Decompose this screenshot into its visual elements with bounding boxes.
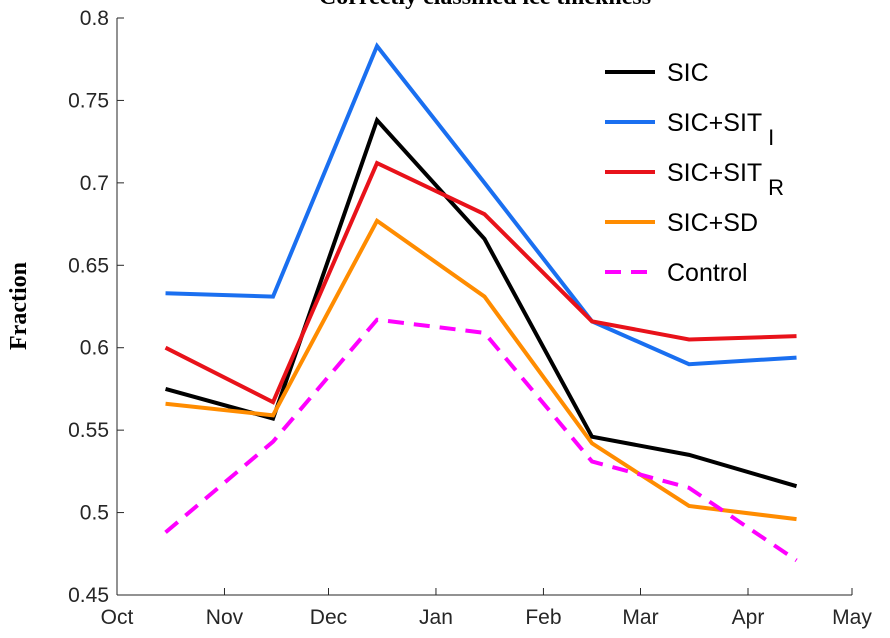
y-tick-label: 0.55 [68, 419, 109, 442]
series-line [165, 116, 798, 489]
legend-label: SIC+SITI [667, 109, 774, 150]
legend-label: SIC+SD [667, 209, 758, 237]
legend-label: Control [667, 259, 748, 287]
series-line [164, 160, 797, 405]
series-line [165, 42, 797, 367]
x-tick-label: Nov [206, 606, 244, 629]
chart-title: Correctly classified ice thickness [319, 0, 651, 10]
y-tick-label: 0.65 [68, 254, 109, 277]
x-tick-label: Apr [732, 606, 765, 629]
legend-label: SIC [667, 59, 709, 87]
x-tick-label: May [832, 606, 872, 629]
y-tick-label: 0.75 [68, 89, 109, 112]
y-tick-label: 0.6 [80, 337, 109, 360]
x-tick-label: Dec [310, 606, 347, 629]
x-tick-label: Jan [419, 606, 453, 629]
y-tick-label: 0.8 [80, 7, 109, 30]
y-axis-label: Fraction [6, 262, 32, 350]
series-line [164, 317, 798, 563]
y-tick-label: 0.7 [80, 172, 109, 195]
y-tick-label: 0.45 [68, 584, 109, 607]
legend-label: SIC+SITR [667, 159, 784, 200]
x-tick-label: Oct [101, 606, 134, 629]
x-tick-label: Mar [622, 606, 658, 629]
x-tick-label: Feb [525, 606, 561, 629]
series-line [165, 217, 797, 522]
y-tick-label: 0.5 [80, 502, 109, 525]
